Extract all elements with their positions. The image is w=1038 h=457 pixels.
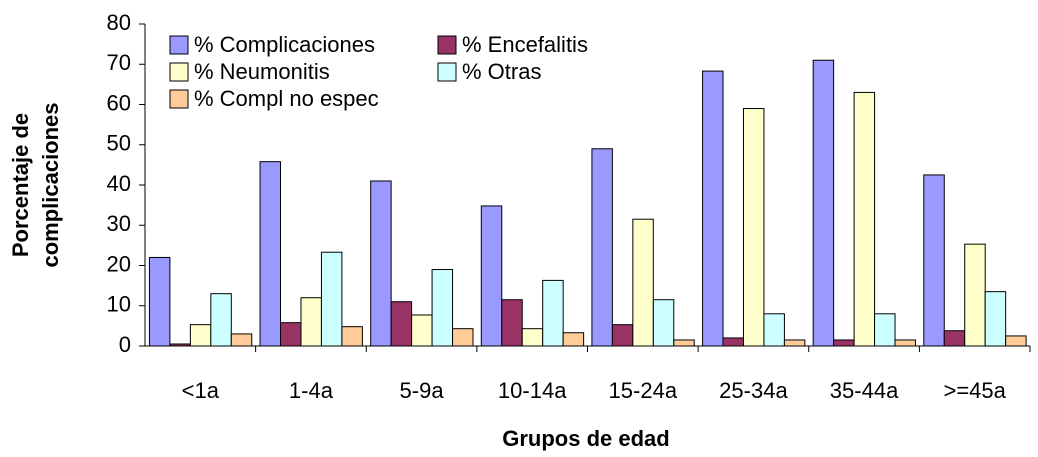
bar — [984, 291, 1007, 347]
bar — [763, 313, 785, 347]
y-tick-label: 70 — [107, 50, 131, 75]
bar — [341, 326, 363, 347]
bar — [853, 91, 876, 347]
bar — [702, 70, 724, 347]
legend-swatch — [169, 89, 189, 109]
bar — [280, 322, 302, 347]
bar — [874, 313, 896, 347]
bar — [259, 161, 282, 347]
y-axis-title: Porcentaje de — [8, 113, 33, 257]
y-tick-label: 20 — [107, 251, 131, 276]
bar — [390, 301, 413, 347]
bar — [480, 205, 503, 347]
y-tick-label: 80 — [107, 10, 131, 35]
y-tick-label: 50 — [107, 131, 131, 156]
bar — [894, 339, 917, 347]
x-axis-title: Grupos de edad — [502, 426, 669, 451]
y-tick-label: 10 — [107, 292, 131, 317]
bar — [189, 324, 212, 347]
bar — [783, 339, 806, 347]
bar — [833, 339, 855, 347]
y-axis-title: complicaciones — [38, 102, 63, 267]
bar — [943, 330, 966, 347]
bar — [501, 299, 523, 347]
bar — [521, 328, 544, 347]
bar — [370, 180, 392, 347]
bar — [230, 333, 253, 347]
bar — [431, 269, 454, 347]
bar — [148, 256, 171, 347]
bar — [1005, 335, 1027, 347]
bar — [812, 59, 835, 347]
bar — [411, 314, 433, 347]
x-tick-label: 5-9a — [400, 378, 445, 403]
bar — [611, 324, 634, 347]
bar — [652, 299, 675, 347]
bar — [210, 293, 232, 347]
bar — [673, 339, 695, 347]
bar — [542, 279, 564, 347]
legend-label: % Otras — [462, 59, 541, 84]
x-tick-label: <1a — [182, 378, 220, 403]
legend-label: % Complicaciones — [194, 32, 375, 57]
legend-label: % Neumonitis — [194, 59, 330, 84]
y-tick-label: 30 — [107, 211, 131, 236]
bar — [923, 174, 945, 347]
y-tick-label: 0 — [119, 332, 131, 357]
x-tick-label: 25-34a — [719, 378, 788, 403]
legend-label: % Encefalitis — [462, 32, 588, 57]
bar — [742, 108, 765, 347]
bar — [632, 218, 654, 347]
legend-swatch — [169, 62, 189, 82]
x-tick-label: 1-4a — [289, 378, 334, 403]
bar — [964, 243, 986, 347]
y-tick-label: 40 — [107, 171, 131, 196]
x-tick-label: 10-14a — [498, 378, 567, 403]
legend-label: % Compl no espec — [194, 86, 379, 111]
y-tick-label: 60 — [107, 90, 131, 115]
legend-swatch — [437, 35, 457, 55]
x-tick-label: >=45a — [943, 378, 1006, 403]
x-tick-label: 35-44a — [830, 378, 899, 403]
x-tick-label: 15-24a — [609, 378, 678, 403]
bar — [452, 328, 474, 347]
legend-swatch — [437, 62, 457, 82]
bar — [320, 251, 343, 347]
bar — [722, 337, 744, 347]
legend-swatch — [169, 35, 189, 55]
bar — [300, 297, 322, 347]
bar — [591, 148, 613, 347]
bar — [562, 332, 585, 347]
